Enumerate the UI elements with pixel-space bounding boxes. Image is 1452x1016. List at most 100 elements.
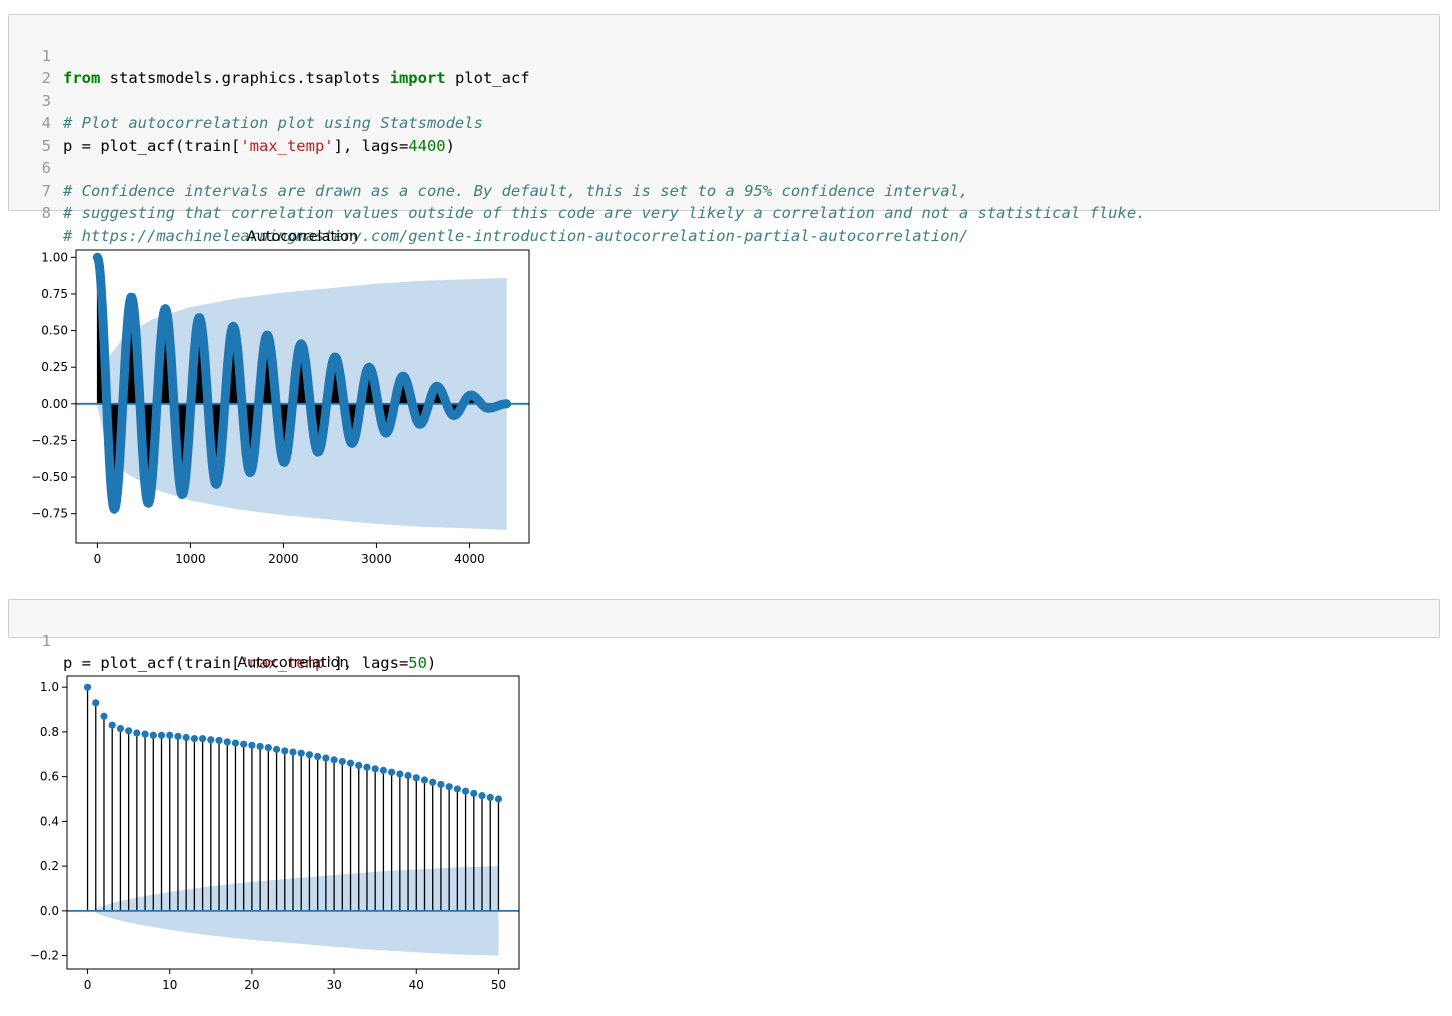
y-tick-label: 0.25 bbox=[41, 360, 68, 374]
code-line-6: 6 # Confidence intervals are drawn as a … bbox=[9, 135, 1439, 200]
acf-marker bbox=[215, 736, 223, 745]
y-tick-label: −0.50 bbox=[31, 470, 68, 484]
line-number: 8 bbox=[41, 204, 51, 222]
y-tick-label: −0.75 bbox=[31, 507, 68, 521]
y-tick-label: 0.2 bbox=[40, 859, 59, 873]
acf-marker bbox=[420, 776, 429, 784]
y-tick-label: 0.6 bbox=[40, 770, 59, 784]
acf-marker bbox=[125, 727, 133, 735]
acf-marker bbox=[190, 735, 198, 743]
x-tick-label: 0 bbox=[94, 552, 102, 566]
y-tick-label: 0.8 bbox=[40, 725, 59, 739]
code-line-1: 1 from statsmodels.graphics.tsaplots imp… bbox=[9, 22, 1439, 88]
code-text: ], lags= bbox=[333, 136, 409, 155]
line-number: 1 bbox=[41, 46, 51, 65]
acf-marker bbox=[478, 792, 486, 800]
x-tick-label: 20 bbox=[244, 978, 259, 992]
acf-marker bbox=[445, 783, 453, 791]
acf-marker bbox=[92, 699, 100, 707]
acf-marker bbox=[305, 751, 314, 759]
acf-marker bbox=[83, 683, 92, 691]
code-comment: # Plot autocorrelation plot using Statsm… bbox=[63, 114, 483, 132]
code-text: ], lags= bbox=[333, 654, 409, 672]
number-literal: 50 bbox=[408, 654, 427, 672]
code-comment: # Confidence intervals are drawn as a co… bbox=[63, 181, 969, 200]
acf-marker bbox=[355, 761, 363, 770]
code-line-7: 7 # suggesting that correlation values o… bbox=[9, 157, 1439, 223]
chart-title: Autocorrelation bbox=[247, 229, 358, 245]
acf-marker bbox=[93, 253, 102, 262]
x-tick-label: 1000 bbox=[175, 552, 206, 566]
x-tick-label: 3000 bbox=[361, 552, 392, 566]
acf-marker bbox=[453, 785, 461, 793]
x-tick-label: 40 bbox=[409, 978, 424, 992]
y-tick-label: 1.00 bbox=[41, 250, 68, 264]
acf-marker bbox=[108, 721, 116, 729]
acf-marker bbox=[396, 770, 404, 778]
acf-marker bbox=[182, 733, 190, 742]
line-number: 1 bbox=[41, 631, 51, 650]
y-tick-label: 1.0 bbox=[40, 680, 59, 694]
acf-marker bbox=[272, 745, 281, 753]
line-number: 4 bbox=[41, 114, 51, 132]
line-number: 5 bbox=[41, 136, 51, 155]
code-line-8: 8 # https://machinelearningmastery.com/g… bbox=[9, 180, 1439, 245]
y-tick-label: −0.25 bbox=[31, 433, 68, 447]
line-number: 3 bbox=[41, 91, 51, 110]
acf-marker bbox=[289, 748, 297, 756]
acf-marker bbox=[223, 738, 231, 746]
acf-marker bbox=[133, 729, 141, 737]
x-tick-label: 0 bbox=[84, 978, 92, 992]
code-text: p = plot_acf(train[ bbox=[63, 654, 241, 672]
acf-marker bbox=[470, 789, 478, 798]
imported-name: plot_acf bbox=[445, 69, 530, 87]
code-cell-1[interactable]: 1 from statsmodels.graphics.tsaplots imp… bbox=[8, 14, 1440, 245]
string-literal: 'max_temp' bbox=[240, 654, 334, 672]
line-number: 6 bbox=[41, 159, 51, 177]
code-text: p = plot_acf(train[ bbox=[63, 136, 241, 155]
acf-marker bbox=[486, 793, 494, 802]
y-tick-label: 0.0 bbox=[40, 904, 59, 918]
x-tick-label: 50 bbox=[491, 978, 506, 992]
acf-marker bbox=[174, 732, 182, 740]
y-tick-label: 0.75 bbox=[41, 287, 68, 301]
code-line-2: 2 bbox=[9, 45, 1439, 87]
acf-marker bbox=[157, 731, 166, 739]
plot-frame bbox=[66, 675, 520, 970]
y-tick-label: 0.4 bbox=[40, 814, 59, 828]
acf-marker bbox=[437, 780, 445, 789]
code-line-5: 5 bbox=[9, 112, 1439, 155]
x-tick-label: 30 bbox=[326, 978, 341, 992]
code-line-3: 3 # Plot autocorrelation plot using Stat… bbox=[9, 67, 1439, 133]
acf-marker bbox=[264, 743, 272, 752]
y-tick-label: 0.50 bbox=[41, 324, 68, 338]
keyword-import: import bbox=[389, 69, 446, 87]
acf-marker bbox=[429, 778, 437, 786]
acf-marker bbox=[100, 712, 108, 720]
acf-marker bbox=[199, 735, 207, 743]
acf-marker bbox=[314, 752, 322, 761]
acf-marker bbox=[240, 740, 248, 748]
number-literal: 4400 bbox=[408, 136, 446, 155]
acf-marker bbox=[231, 739, 240, 747]
chart-title: Autocorrelation bbox=[237, 655, 348, 671]
code-line-1: 1 p = plot_acf(train['max_temp'], lags=5… bbox=[9, 607, 1439, 673]
acf-marker bbox=[207, 736, 215, 744]
cell-output-2: Autocorrelation 0 10 20 30 40 50 1.0 0.8 0.6 0.4 0.… bbox=[14, 648, 534, 1002]
acf-marker bbox=[461, 787, 470, 795]
acf-marker bbox=[297, 749, 305, 757]
acf-marker bbox=[166, 731, 174, 739]
code-cell-2[interactable]: 1 p = plot_acf(train['max_temp'], lags=5… bbox=[8, 599, 1440, 673]
acf-marker bbox=[388, 768, 396, 776]
code-comment: # https://machinelearningmastery.com/gen… bbox=[63, 226, 969, 245]
acf-marker bbox=[346, 759, 355, 767]
module-name: statsmodels.graphics.tsaplots bbox=[100, 69, 390, 87]
acf-marker bbox=[322, 754, 330, 762]
acf-chart-lags-4400: Autocorrelation 0 1000 2000 3000 4000 1.00 0.75… bbox=[31, 229, 530, 566]
acf-marker bbox=[281, 747, 289, 755]
acf-marker bbox=[141, 730, 149, 738]
acf-marker bbox=[379, 766, 387, 774]
acf-marker bbox=[412, 774, 420, 782]
acf-marker bbox=[330, 756, 338, 764]
acf-marker bbox=[116, 724, 125, 733]
